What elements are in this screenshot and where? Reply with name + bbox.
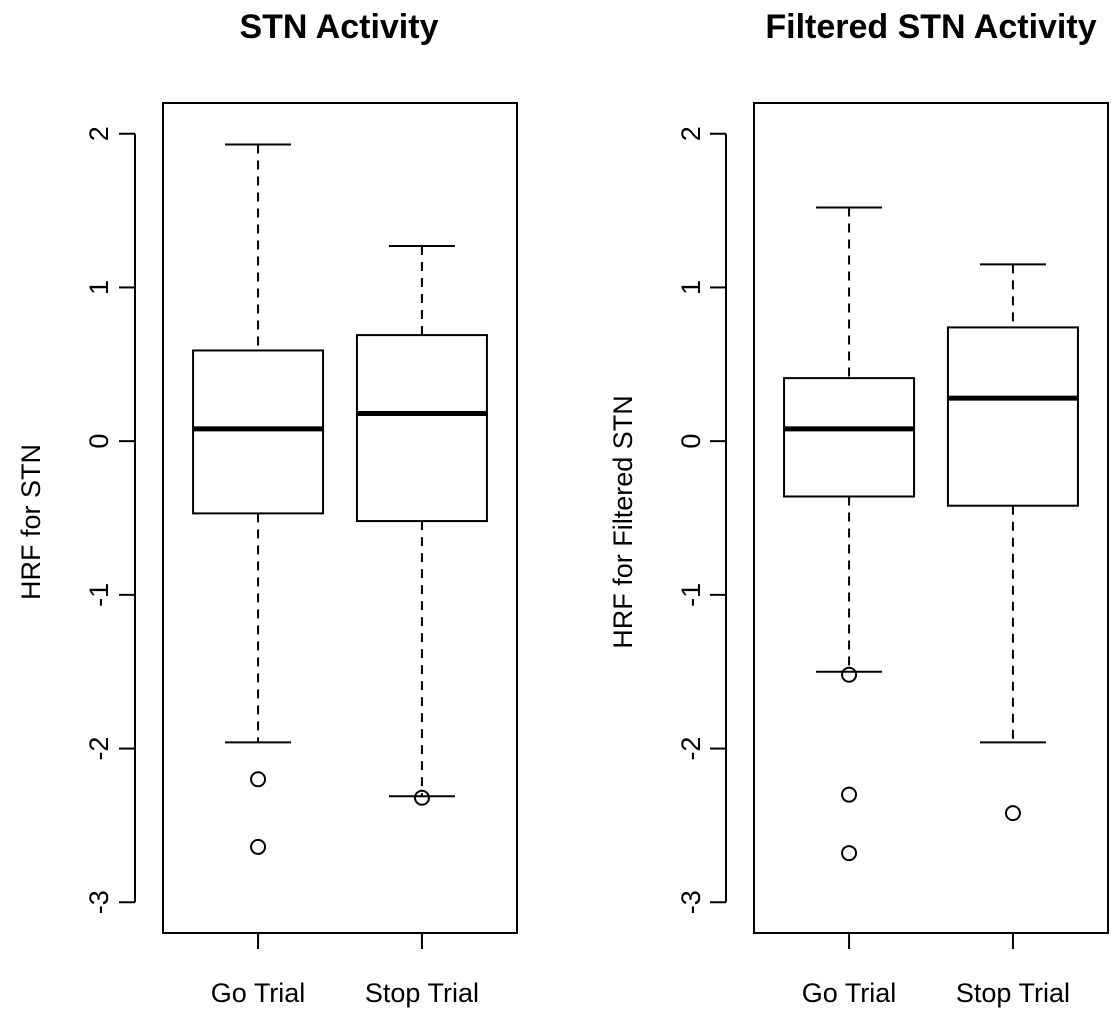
- y-tick-label: -2: [84, 737, 114, 761]
- y-tick-label: 0: [84, 434, 114, 449]
- box-iqr: [192, 349, 325, 515]
- box-iqr: [946, 326, 1079, 507]
- y-tick-label: 1: [84, 280, 114, 295]
- outlier-point: [413, 789, 430, 806]
- plot-frame: [753, 102, 1109, 934]
- y-tick-label: -3: [84, 890, 114, 914]
- x-tick-label: Go Trial: [211, 978, 306, 1008]
- outlier-point: [250, 838, 267, 855]
- chart-title: Filtered STN Activity: [765, 8, 1096, 46]
- y-tick-label: 2: [676, 126, 706, 141]
- y-tick-label: -1: [84, 583, 114, 607]
- outlier-point: [841, 845, 858, 862]
- y-tick-label: 2: [84, 126, 114, 141]
- y-tick-label: -1: [676, 583, 706, 607]
- outlier-point: [250, 771, 267, 788]
- panel-stn-activity: STN Activity HRF for STN -3 -2 -1 0 1 2 Go Tri…: [16, 8, 518, 1008]
- x-tick-label: Stop Trial: [956, 978, 1070, 1008]
- panel-filtered-stn-activity: Filtered STN Activity HRF for Filtered S…: [608, 8, 1109, 1008]
- y-axis-label: HRF for STN: [16, 444, 46, 600]
- x-tick-label: Go Trial: [802, 978, 897, 1008]
- x-tick-label: Stop Trial: [365, 978, 479, 1008]
- y-tick-label: 1: [676, 280, 706, 295]
- y-tick-label: -3: [676, 890, 706, 914]
- y-tick-label: -2: [676, 737, 706, 761]
- outlier-point: [1004, 805, 1021, 822]
- box-iqr: [783, 377, 916, 498]
- y-axis-label: HRF for Filtered STN: [608, 395, 638, 649]
- outlier-point: [841, 666, 858, 683]
- outlier-point: [841, 786, 858, 803]
- chart-title: STN Activity: [239, 8, 438, 46]
- y-tick-label: 0: [676, 434, 706, 449]
- box-iqr: [355, 334, 488, 523]
